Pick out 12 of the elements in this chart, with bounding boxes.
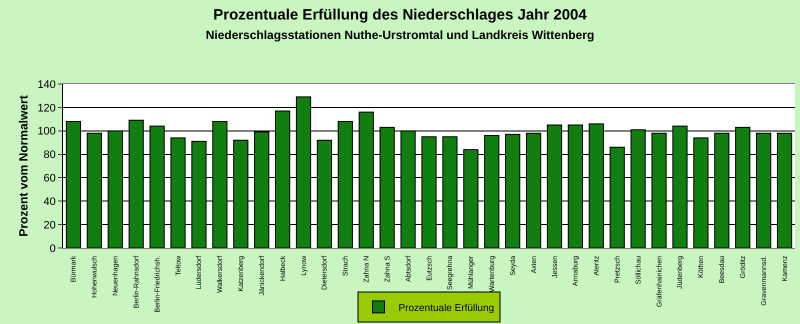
legend-label: Prozentuale Erfüllung — [398, 302, 494, 314]
y-tick-label: 140 — [37, 78, 56, 91]
chart-title: Prozentuale Erfüllung des Niederschlages Jahr 2004 — [213, 6, 588, 24]
y-tick-label: 40 — [44, 196, 56, 208]
y-axis-title: Prozent vom Normalwert — [16, 95, 31, 237]
y-tick-label: 120 — [37, 102, 56, 114]
y-tick-label: 60 — [44, 172, 56, 185]
y-tick-label: 80 — [44, 149, 56, 162]
y-tick-label: 20 — [44, 219, 56, 232]
y-tick-label: 100 — [37, 126, 56, 138]
y-tick-label: 0 — [50, 242, 56, 255]
chart-subtitle: Niederschlagsstationen Nuthe-Urstromtal und Landkreis Wittenberg — [206, 28, 594, 42]
